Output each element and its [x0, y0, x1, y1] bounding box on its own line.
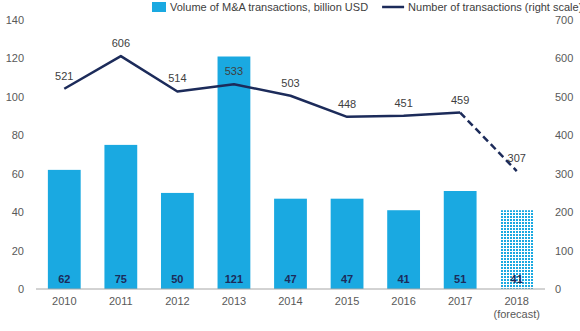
- y2-tick-label: 100: [555, 245, 573, 257]
- y-tick-label: 140: [6, 14, 24, 26]
- x-axis: [36, 289, 545, 290]
- x-tick-label: 2010: [52, 295, 76, 307]
- bar: [218, 57, 251, 289]
- y-tick-label: 80: [12, 129, 24, 141]
- line-label: 503: [281, 77, 299, 89]
- chart: 0 20 40 60 80 100 120 140 0 100 200 300 400 500 600 700…: [0, 0, 580, 331]
- bar: [444, 191, 477, 289]
- y-tick-label: 20: [12, 245, 24, 257]
- legend-label: Volume of M&A transactions, billion USD: [170, 1, 368, 13]
- line-label: 606: [112, 37, 130, 49]
- line-label: 533: [225, 65, 243, 77]
- legend-swatch: [152, 2, 166, 12]
- y2-tick-label: 400: [555, 129, 573, 141]
- y2-tick-label: 500: [555, 91, 573, 103]
- y-tick-label: 0: [18, 283, 24, 295]
- plot-area: [48, 56, 533, 289]
- bar: [48, 170, 81, 289]
- y2-tick-label: 0: [555, 283, 561, 295]
- y-tick-label: 100: [6, 91, 24, 103]
- x-tick-label: 2017: [448, 295, 472, 307]
- y-tick-label: 120: [6, 52, 24, 64]
- bar-label: 47: [341, 273, 353, 285]
- line-label: 451: [394, 97, 412, 109]
- x-tick-label: 2011: [109, 295, 133, 307]
- line: [64, 56, 460, 117]
- line-label: 448: [338, 98, 356, 110]
- x-tick-label: 2016: [391, 295, 415, 307]
- bar: [387, 210, 420, 289]
- x-tick-label: 2013: [222, 295, 246, 307]
- legend: Volume of M&A transactions, billion USD N…: [152, 1, 580, 13]
- y-tick-label: 40: [12, 206, 24, 218]
- line-label: 459: [451, 94, 469, 106]
- legend-label: Number of transactions (right scale): [408, 1, 580, 13]
- bar: [104, 145, 137, 289]
- bar-label: 50: [171, 273, 183, 285]
- bar-label: 51: [454, 273, 466, 285]
- bar-label: 62: [58, 273, 70, 285]
- y2-tick-label: 200: [555, 206, 573, 218]
- y2-tick-label: 300: [555, 168, 573, 180]
- bar-label: 41: [511, 273, 523, 285]
- y2-tick-label: 700: [555, 14, 573, 26]
- x-tick-label: 2014: [278, 295, 302, 307]
- line-label: 307: [508, 152, 526, 164]
- bar-label: 47: [284, 273, 296, 285]
- bar: [161, 193, 194, 289]
- x-tick-label: 2018(forecast): [493, 295, 539, 320]
- bar-label: 41: [397, 273, 409, 285]
- line-label: 521: [55, 70, 73, 82]
- bar: [331, 199, 364, 289]
- y-tick-label: 60: [12, 168, 24, 180]
- bar: [500, 210, 533, 289]
- legend-swatch: [382, 6, 404, 9]
- y2-tick-label: 600: [555, 52, 573, 64]
- x-tick-label: 2015: [335, 295, 359, 307]
- x-tick-label: 2012: [165, 295, 189, 307]
- bar-label: 121: [225, 273, 243, 285]
- line-label: 514: [168, 72, 186, 84]
- bar: [274, 199, 307, 289]
- bar-label: 75: [115, 273, 127, 285]
